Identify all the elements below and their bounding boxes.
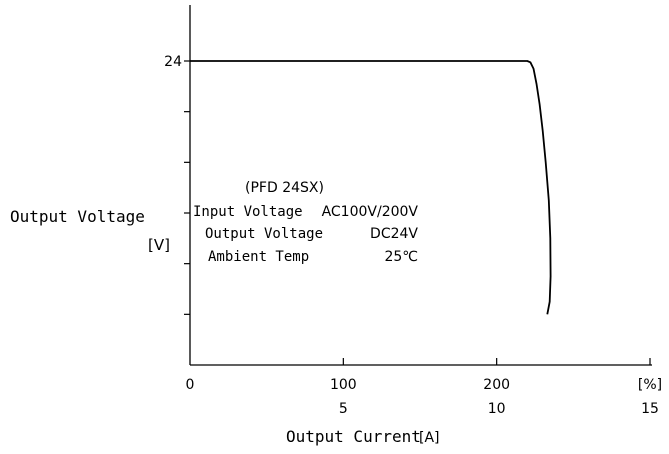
x-axis-unit: [A] <box>419 430 440 446</box>
series-line <box>190 60 552 315</box>
annotation-value-input: AC100V/200V <box>322 204 419 220</box>
annotation-model: (PFD 24SX) <box>245 180 324 196</box>
y-axis-label: Output Voltage <box>10 207 145 226</box>
x-tick-label-percent: [%] <box>638 377 662 393</box>
series-layer <box>190 60 552 315</box>
y-axis-unit: [V] <box>148 236 170 254</box>
x-tick-label-ampere: 5 <box>339 401 348 417</box>
x-tick-label-percent: 200 <box>483 377 510 393</box>
x-axis-label: Output Current <box>286 427 421 446</box>
annotation-label-input: Input Voltage <box>193 204 303 220</box>
annotation-label-ambient: Ambient Temp <box>208 249 309 265</box>
x-tick-label-ampere: 10 <box>488 401 506 417</box>
x-tick-label-percent: 0 <box>186 377 195 393</box>
x-tick-label-ampere: 15 <box>641 401 659 417</box>
y-tick-label: 24 <box>164 54 182 70</box>
annotation-label-output: Output Voltage <box>205 226 323 242</box>
x-ticks: 0 100 5 200 10 [%] 15 <box>186 358 662 417</box>
annotation-value-output: DC24V <box>370 226 418 242</box>
annotation-value-ambient: 25℃ <box>384 249 418 265</box>
x-tick-label-percent: 100 <box>330 377 357 393</box>
chart-annotation: (PFD 24SX) Input Voltage AC100V/200V Out… <box>193 180 418 265</box>
axes <box>189 5 652 366</box>
y-ticks: 24 <box>164 54 190 315</box>
